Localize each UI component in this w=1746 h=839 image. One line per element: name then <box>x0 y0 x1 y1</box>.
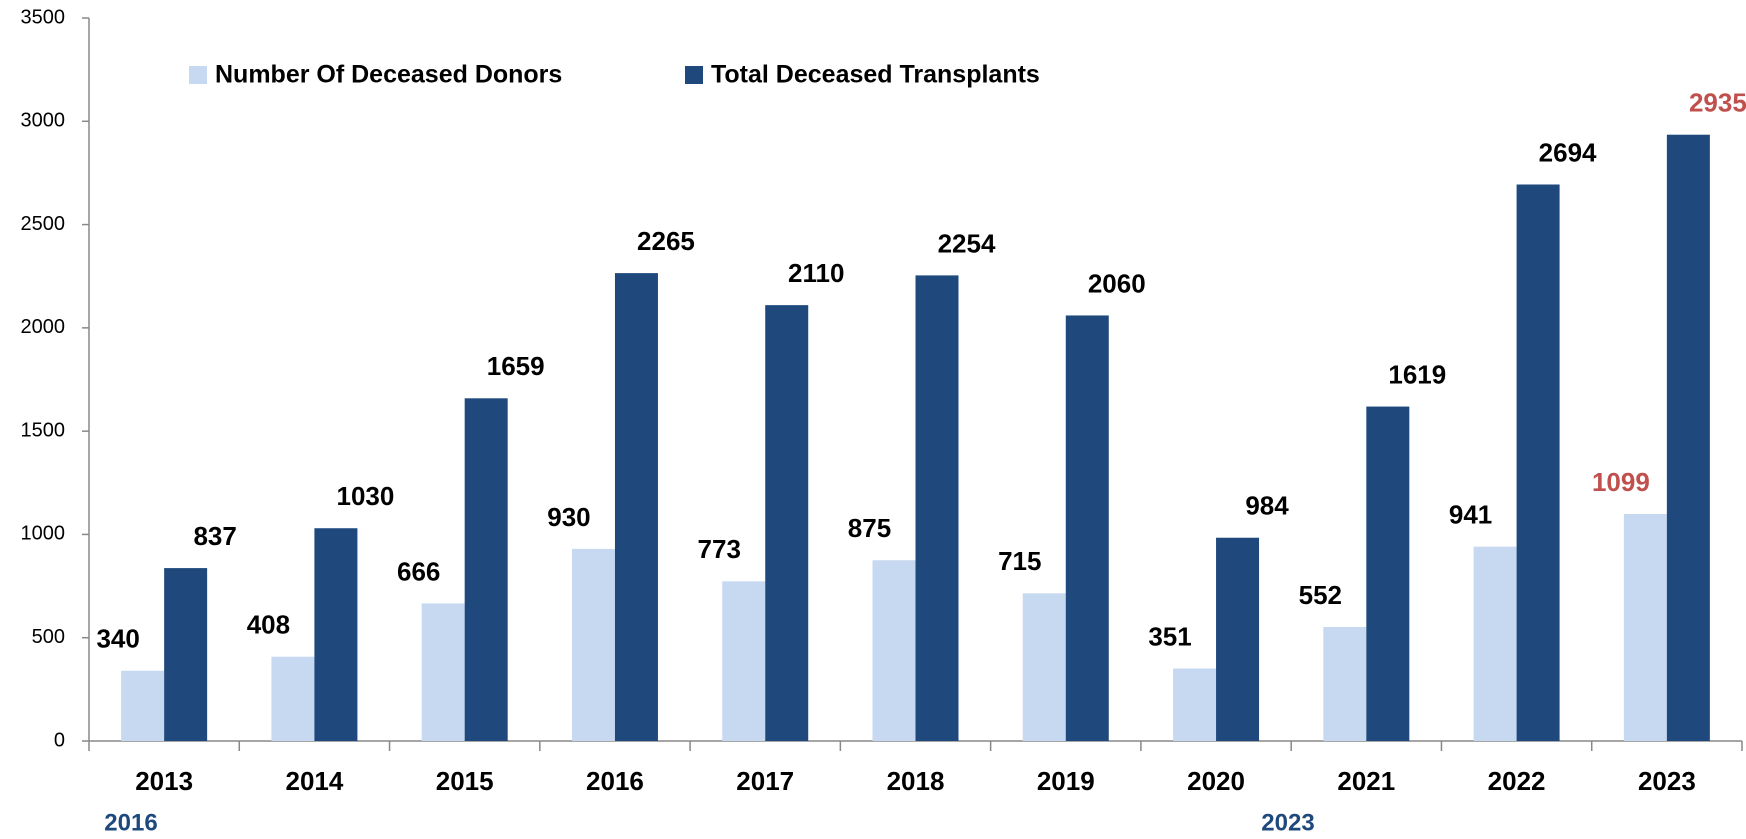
annotation: 2023 <box>1261 809 1314 836</box>
x-tick-label: 2020 <box>1187 766 1245 796</box>
y-tick-label: 3500 <box>21 6 66 28</box>
data-label: 552 <box>1299 580 1342 610</box>
data-label: 1659 <box>487 351 545 381</box>
x-tick-label: 2015 <box>436 766 494 796</box>
data-label: 2694 <box>1539 137 1597 167</box>
data-label: 773 <box>698 534 741 564</box>
bar <box>1666 134 1710 741</box>
bar <box>271 656 315 741</box>
bar <box>1065 315 1109 741</box>
bar <box>915 275 959 741</box>
y-tick-label: 1500 <box>21 419 66 441</box>
data-label: 2935 <box>1689 88 1746 118</box>
data-label: 340 <box>96 624 139 654</box>
x-tick-label: 2022 <box>1488 766 1546 796</box>
bar <box>1022 593 1066 741</box>
data-label: 837 <box>193 521 236 551</box>
x-tick-label: 2023 <box>1638 766 1696 796</box>
y-tick-label: 1000 <box>21 523 66 545</box>
annotation: 2016 <box>104 809 157 836</box>
bar <box>464 398 508 741</box>
bar <box>164 568 208 741</box>
bar <box>1323 626 1367 741</box>
data-label: 941 <box>1449 499 1492 529</box>
data-label: 715 <box>998 546 1041 576</box>
legend-swatch <box>189 66 207 84</box>
data-label: 666 <box>397 556 440 586</box>
bar <box>1473 546 1517 741</box>
legend-label: Number Of Deceased Donors <box>215 61 562 89</box>
data-label: 930 <box>547 502 590 532</box>
data-label: 2110 <box>788 258 844 288</box>
x-tick-label: 2018 <box>887 766 945 796</box>
legend-swatch <box>685 66 703 84</box>
bar <box>765 305 809 741</box>
data-label: 875 <box>848 513 891 543</box>
x-tick-label: 2019 <box>1037 766 1095 796</box>
bar <box>1516 184 1560 741</box>
bar <box>1366 406 1410 741</box>
bar <box>421 603 465 741</box>
bar <box>121 670 165 741</box>
bar <box>571 548 615 741</box>
data-label: 1030 <box>336 481 394 511</box>
x-tick-label: 2014 <box>285 766 343 796</box>
bar <box>872 560 916 741</box>
y-tick-label: 0 <box>54 729 65 751</box>
y-tick-label: 3000 <box>21 110 66 132</box>
data-label: 2254 <box>938 228 996 258</box>
x-tick-label: 2016 <box>586 766 644 796</box>
bar <box>1173 668 1217 741</box>
data-label: 984 <box>1245 491 1289 521</box>
data-label: 1619 <box>1388 359 1446 389</box>
data-label: 2060 <box>1088 268 1146 298</box>
data-label: 351 <box>1148 621 1191 651</box>
bar <box>1216 537 1260 741</box>
bar <box>1623 513 1667 741</box>
bar <box>614 273 658 741</box>
x-tick-label: 2017 <box>736 766 794 796</box>
data-label: 1099 <box>1592 467 1650 497</box>
bar <box>722 581 766 741</box>
x-tick-label: 2021 <box>1337 766 1395 796</box>
x-tick-label: 2013 <box>135 766 193 796</box>
y-tick-label: 500 <box>32 626 65 648</box>
y-tick-label: 2000 <box>21 316 66 338</box>
bar <box>314 528 358 741</box>
y-tick-label: 2500 <box>21 213 66 235</box>
legend-label: Total Deceased Transplants <box>711 61 1040 89</box>
data-label: 408 <box>247 610 290 640</box>
data-label: 2265 <box>637 226 695 256</box>
